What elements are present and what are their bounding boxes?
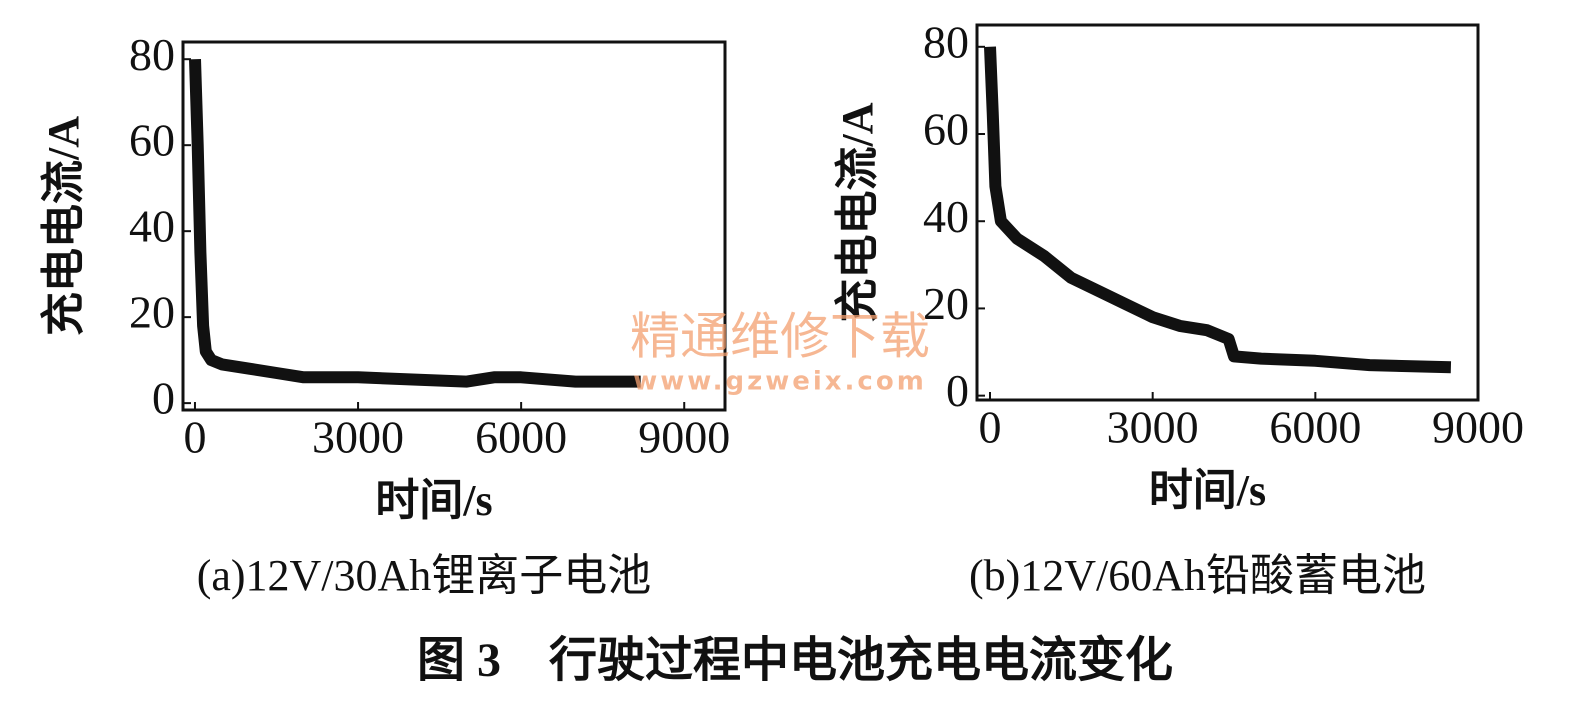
y-tick-label: 0 (152, 373, 175, 424)
x-tick-label: 9000 (1432, 402, 1524, 453)
y-tick-label: 40 (129, 201, 175, 252)
x-tick-label: 0 (979, 402, 1002, 453)
x-tick-label: 9000 (638, 412, 730, 463)
current-line (189, 59, 641, 388)
x-tick-label: 0 (183, 412, 206, 463)
x-tick-label: 6000 (1269, 402, 1361, 453)
y-axis-title: 充电电流/A (39, 116, 88, 336)
y-tick-label: 80 (129, 29, 175, 80)
y-tick-label: 20 (129, 287, 175, 338)
figure-caption: 图 3 行驶过程中电池充电电流变化 (417, 634, 1173, 687)
chart-subtitle: (a)12V/30Ah锂离子电池 (197, 551, 652, 600)
x-tick-label: 3000 (1107, 402, 1199, 453)
watermark-text: 精通维修下载 (630, 308, 930, 366)
y-tick-label: 60 (129, 115, 175, 166)
y-tick-label: 20 (923, 278, 969, 329)
chart-subtitle: (b)12V/60Ah铅酸蓄电池 (969, 551, 1426, 600)
y-tick-label: 60 (923, 104, 969, 155)
plot-frame (975, 23, 1480, 402)
x-tick-label: 3000 (312, 412, 404, 463)
y-axis-title: 充电电流/A (833, 102, 882, 322)
y-tick-label: 40 (923, 191, 969, 242)
plot-frame (181, 40, 727, 412)
x-axis-title: 时间/s (375, 476, 492, 525)
y-tick-label: 80 (923, 16, 969, 67)
watermark-url: www.gzweix.com (633, 367, 927, 397)
x-axis-title: 时间/s (1149, 466, 1266, 515)
x-tick-label: 6000 (475, 412, 567, 463)
y-tick-label: 0 (946, 365, 969, 416)
current-line (984, 46, 1452, 374)
